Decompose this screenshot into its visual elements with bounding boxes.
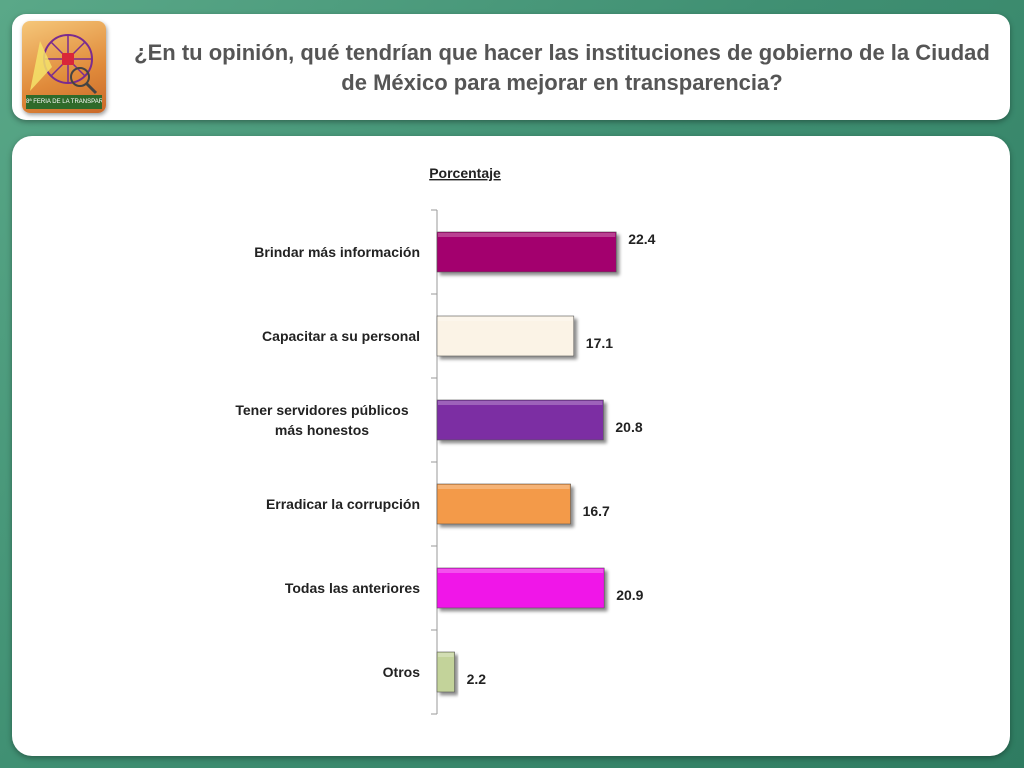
bar	[436, 231, 617, 273]
bar	[436, 399, 604, 441]
bar-highlight	[438, 653, 454, 657]
ferris-wheel-icon	[30, 34, 98, 95]
bar-highlight	[438, 401, 603, 405]
feria-transparencia-logo: 8ª FERIA DE LA TRANSPARENCIA	[22, 21, 106, 113]
data-label: 2.2	[467, 671, 487, 687]
data-label: 16.7	[583, 503, 610, 519]
category-label: Capacitar a su personal	[262, 328, 420, 344]
data-label: 20.9	[616, 587, 643, 603]
page-title: ¿En tu opinión, qué tendrían que hacer l…	[134, 40, 990, 95]
bar-highlight	[438, 569, 604, 573]
bar-chart: Porcentaje 22.4 Brindar más información 17…	[235, 165, 656, 715]
bar	[436, 483, 571, 525]
bar	[436, 651, 455, 693]
data-label: 17.1	[586, 335, 613, 351]
category-label: Otros	[383, 664, 421, 680]
header-panel: 8ª FERIA DE LA TRANSPARENCIA ¿En tu opin…	[12, 14, 1010, 120]
category-label: Tener servidores públicos más honestos	[235, 402, 408, 438]
bar	[436, 315, 575, 357]
category-label: Brindar más información	[254, 244, 420, 260]
category-label: Erradicar la corrupción	[266, 496, 420, 512]
data-label: 22.4	[628, 231, 655, 247]
bar-highlight	[438, 317, 573, 321]
chart-title: Porcentaje	[429, 165, 501, 181]
bar-highlight	[438, 485, 570, 489]
bar-highlight	[438, 233, 616, 237]
logo-caption: 8ª FERIA DE LA TRANSPARENCIA	[26, 95, 102, 109]
data-label: 20.8	[615, 419, 642, 435]
chart-panel: Porcentaje 22.4 Brindar más información 17…	[12, 136, 1010, 756]
category-label: Todas las anteriores	[285, 580, 420, 596]
bar	[436, 567, 605, 609]
